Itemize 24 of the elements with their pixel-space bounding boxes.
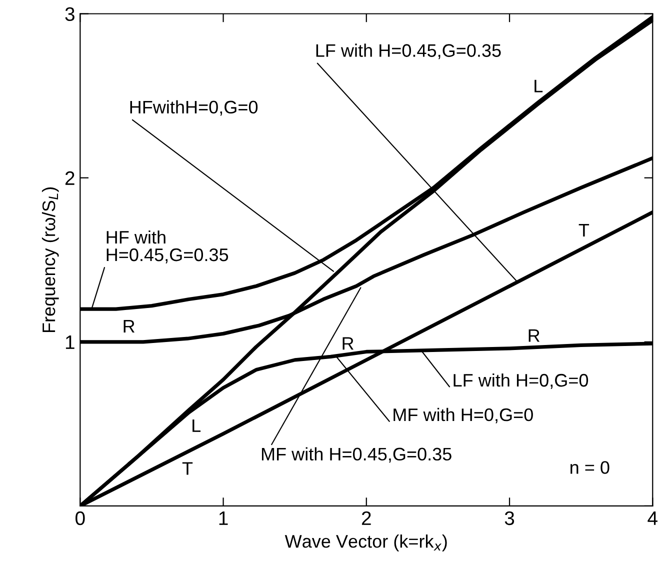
x-tick-label: 0: [76, 511, 85, 526]
annotation: LF with H=0.45,G=0.35: [316, 44, 501, 60]
y-tick-label: 2: [65, 171, 74, 185]
annotation: MF with H=0.45,G=0.35: [262, 447, 452, 463]
annotation: R: [124, 320, 134, 332]
x-tick-label: 1: [219, 512, 228, 525]
annotation: R: [528, 329, 540, 342]
y-tick-label: 3: [65, 7, 74, 21]
annotation: MF with H=0,G=0: [394, 408, 533, 424]
annotation: T: [578, 224, 590, 236]
x-tick-label: 3: [504, 511, 514, 526]
annotation: L: [192, 419, 201, 432]
annotation: n = 0: [570, 461, 610, 474]
x-tick-label: 2: [362, 511, 371, 525]
annotation: T: [182, 462, 193, 475]
y-tick-label: 1: [66, 336, 74, 349]
y-axis-title: Frequency (rω/S$_{L}$): [42, 187, 59, 332]
annotation: HF with H=0.45,G=0.35: [106, 230, 228, 264]
annotation: HFwithH=0,G=0: [130, 100, 258, 116]
x-tick-label: 4: [648, 512, 658, 525]
annotation: LF with H=0,G=0: [454, 373, 588, 389]
annotation: R: [342, 337, 354, 350]
x-axis-title: Wave Vector (k=rk$_{x}$): [284, 534, 447, 552]
annotation: L: [534, 80, 543, 92]
